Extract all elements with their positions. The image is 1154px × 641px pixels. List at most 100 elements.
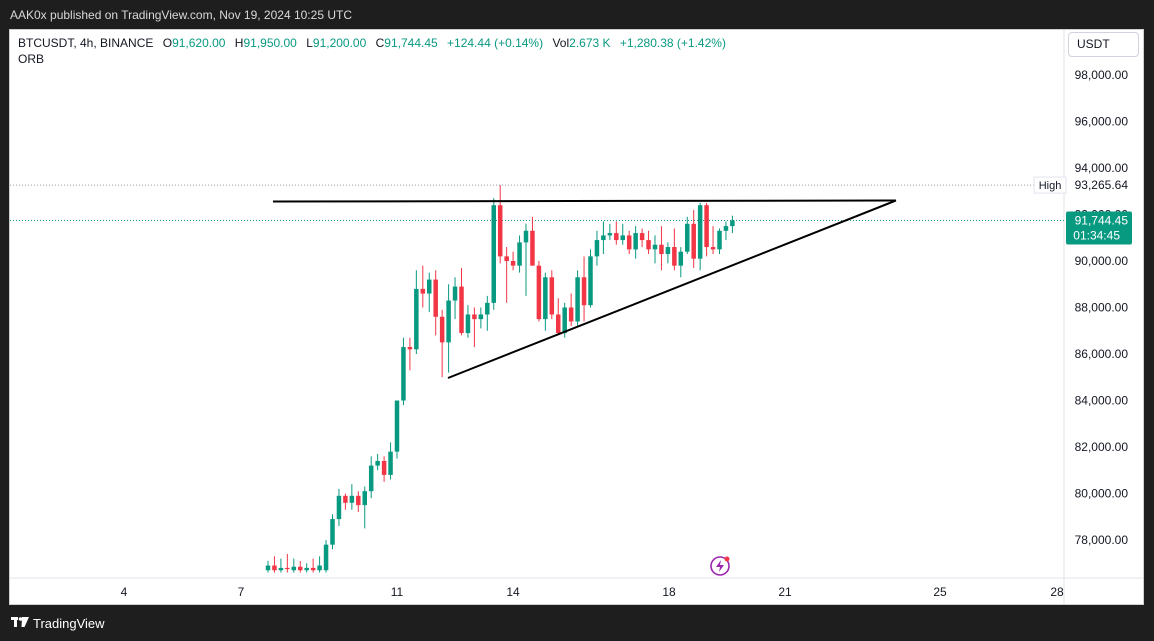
candle-body [704, 205, 709, 248]
candle-body [362, 491, 367, 506]
candle-body [472, 314, 477, 320]
bar-countdown: 01:34:45 [1073, 228, 1120, 242]
candle-body [285, 567, 290, 570]
close-value: 91,744.45 [384, 36, 438, 50]
candle-body [536, 265, 542, 320]
brand-label: TradingView [33, 615, 105, 631]
candle-body [730, 220, 735, 227]
vol-change-value: +1,280.38 (+1.42%) [619, 36, 726, 50]
y-tick-label: 84,000.00 [1075, 394, 1129, 408]
candle-body [381, 460, 387, 475]
x-tick-label: 7 [238, 585, 245, 599]
x-tick-label: 25 [933, 585, 947, 599]
candle-body [607, 233, 613, 236]
low-value: 91,200.00 [312, 36, 367, 50]
candle-body [588, 256, 593, 306]
candle-body [543, 277, 548, 320]
open-value: 91,620.00 [172, 36, 226, 50]
candle-body [491, 205, 496, 303]
close-label: C [375, 36, 385, 50]
high-value-label: 93,265.64 [1075, 178, 1129, 192]
candle-body [330, 519, 335, 545]
y-tick-label: 80,000.00 [1075, 487, 1129, 501]
candle-body [685, 223, 690, 252]
candle-body [465, 314, 471, 334]
high-label-box [1033, 176, 1067, 194]
tradingview-icon [11, 617, 29, 627]
x-tick-label: 21 [778, 585, 792, 599]
candle-body [310, 567, 316, 571]
y-tick-label: 90,000.00 [1075, 254, 1129, 268]
symbol-legend: BTCUSDT, 4h, BINANCE O91,620.00 H91,950.… [18, 35, 726, 51]
candle-body [368, 465, 374, 492]
candle-body [407, 347, 413, 350]
candle-body [478, 314, 484, 320]
indicator-orb-label[interactable]: ORB [18, 52, 45, 66]
high-label: H [234, 36, 244, 50]
open-label: O [162, 36, 173, 50]
candle-body [394, 400, 400, 452]
candle-body [433, 279, 438, 317]
candle-body [452, 286, 458, 301]
x-tick-label: 4 [121, 585, 128, 599]
candle-body [646, 240, 651, 250]
candle-body [485, 302, 490, 315]
change-value: +124.44 (+0.14%) [447, 36, 544, 50]
last-price-tag [1066, 211, 1132, 245]
candle-body [317, 565, 322, 571]
candle-body [652, 244, 658, 250]
x-tick-label: 28 [1050, 585, 1064, 599]
vol-label: Vol [552, 36, 570, 50]
candle-body [639, 233, 645, 241]
candle-body [323, 544, 329, 571]
candle-body [304, 567, 309, 571]
candle-body [614, 233, 619, 241]
candle-body [549, 277, 555, 315]
published-by-text: AAK0x published on TradingView.com, Nov … [10, 8, 352, 22]
candle-body [562, 307, 567, 334]
y-tick-label: 86,000.00 [1075, 347, 1129, 361]
low-label: L [306, 36, 313, 50]
vol-value: 2.673 K [569, 36, 611, 50]
last-price-value: 91,744.45 [1075, 213, 1129, 227]
candle-body [691, 223, 696, 259]
candle-body [510, 261, 516, 266]
symbol-label[interactable]: BTCUSDT, 4h, BINANCE [18, 36, 154, 50]
candle-body [497, 205, 503, 257]
support-trendline [447, 199, 897, 379]
candle-body [427, 279, 432, 294]
candle-body [420, 288, 426, 294]
candle-body [349, 495, 355, 503]
candle-body [697, 205, 703, 259]
candle-body [356, 495, 361, 506]
candle-body [575, 277, 580, 322]
lightning-icon[interactable] [710, 556, 730, 576]
candle-body [626, 235, 632, 250]
currency-button[interactable]: USDT [1068, 32, 1139, 57]
candle-body [414, 288, 419, 350]
resistance-trendline [272, 199, 897, 203]
candle-body [678, 251, 684, 266]
candle-body [504, 256, 509, 261]
y-tick-label: 94,000.00 [1075, 161, 1129, 175]
candle-body [581, 277, 587, 306]
x-tick-label: 14 [506, 585, 520, 599]
candle-body [446, 300, 451, 343]
y-tick-label: 78,000.00 [1075, 533, 1129, 547]
candle-body [717, 230, 722, 250]
candle-body [298, 566, 303, 571]
candle-body [659, 244, 664, 255]
y-tick-label: 96,000.00 [1075, 115, 1129, 129]
candle-body [439, 316, 445, 343]
tradingview-logo[interactable]: TradingView [11, 615, 105, 631]
x-tick-label: 11 [391, 585, 404, 599]
y-tick-label: 98,000.00 [1075, 68, 1129, 82]
candle-body [530, 230, 535, 266]
candle-body [633, 233, 638, 250]
candle-body [291, 566, 297, 571]
y-tick-label: 82,000.00 [1075, 440, 1129, 454]
candle-body [272, 565, 277, 571]
candle-body [556, 314, 561, 334]
y-tick-label: 88,000.00 [1075, 301, 1129, 315]
